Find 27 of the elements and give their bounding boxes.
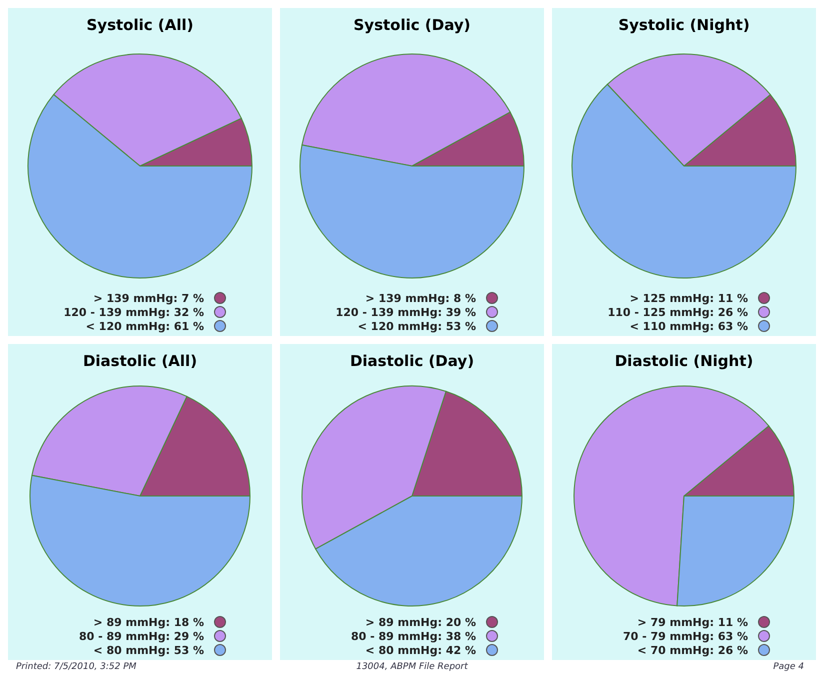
- legend-label: 80 - 89 mmHg: 38 %: [350, 630, 476, 643]
- chart-title: Systolic (All): [86, 16, 194, 34]
- legend-label: < 80 mmHg: 42 %: [365, 644, 476, 657]
- legend-label: > 89 mmHg: 18 %: [93, 616, 204, 629]
- legend-label: < 120 mmHg: 53 %: [358, 320, 476, 333]
- chart-title: Diastolic (Day): [350, 352, 474, 370]
- text: 13004, ABPM File Report: [356, 662, 468, 672]
- text: Printed: 7/5/2010, 3:52 PM: [16, 662, 137, 672]
- legend-label: 110 - 125 mmHg: 26 %: [608, 306, 748, 319]
- legend-label: < 120 mmHg: 61 %: [86, 320, 204, 333]
- chart-title: Systolic (Night): [618, 16, 750, 34]
- legend-label: > 79 mmHg: 11 %: [637, 616, 748, 629]
- legend-label: 120 - 139 mmHg: 39 %: [336, 306, 476, 319]
- legend-label: < 70 mmHg: 26 %: [637, 644, 748, 657]
- chart-title: Diastolic (Night): [614, 352, 754, 370]
- legend-label: 120 - 139 mmHg: 32 %: [64, 306, 204, 319]
- text: Page 4: [773, 662, 804, 672]
- legend-label: > 125 mmHg: 11 %: [630, 292, 748, 305]
- legend-label: 70 - 79 mmHg: 63 %: [622, 630, 748, 643]
- legend-label: > 89 mmHg: 20 %: [365, 616, 476, 629]
- legend-label: < 80 mmHg: 53 %: [93, 644, 204, 657]
- legend-label: < 110 mmHg: 63 %: [630, 320, 748, 333]
- legend-label: 80 - 89 mmHg: 29 %: [78, 630, 204, 643]
- legend-label: > 139 mmHg: 8 %: [365, 292, 476, 305]
- chart-title: Systolic (Day): [354, 16, 470, 34]
- chart-title: Diastolic (All): [82, 352, 198, 370]
- legend-label: > 139 mmHg: 7 %: [93, 292, 204, 305]
